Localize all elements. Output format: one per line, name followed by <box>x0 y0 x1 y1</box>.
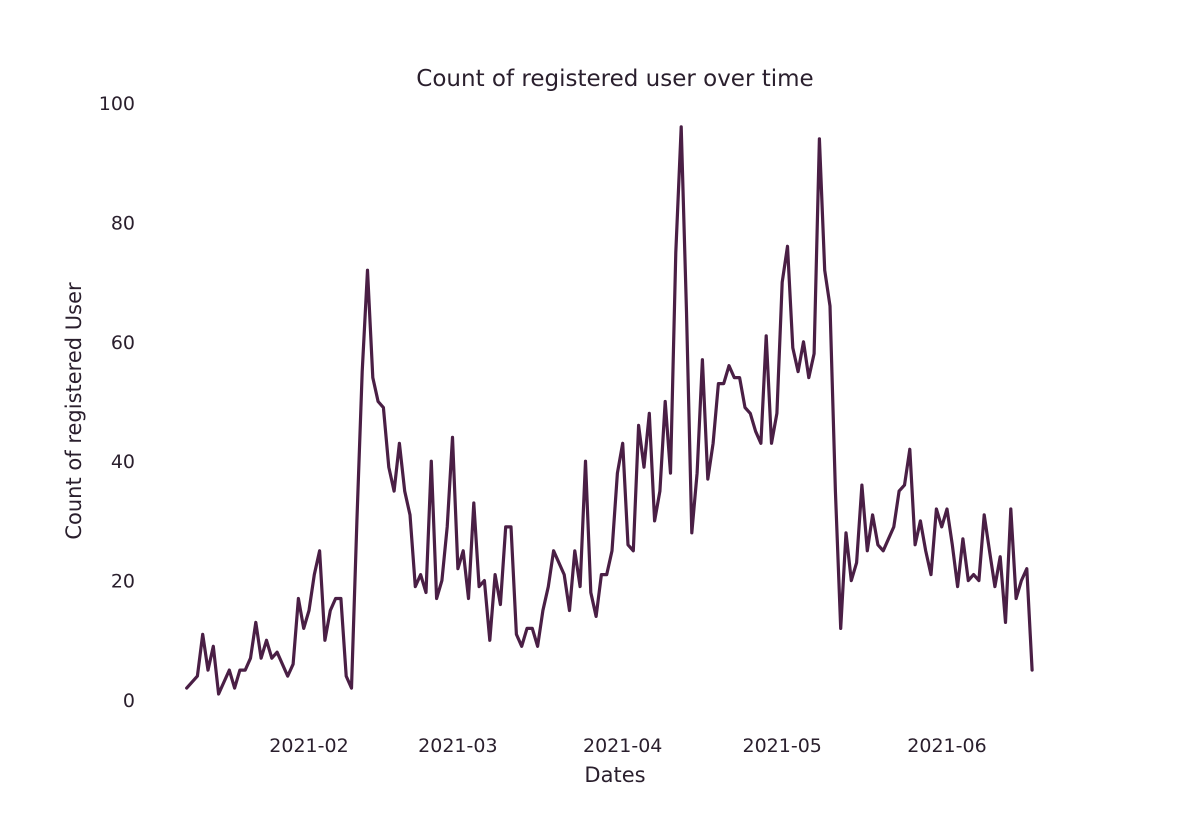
series-layer <box>185 125 1034 696</box>
x-tick-label: 2021-04 <box>583 735 662 757</box>
y-axis-ticks: 0 20 40 60 80 100 <box>99 93 135 712</box>
y-tick-label: 60 <box>111 332 135 354</box>
y-tick-label: 80 <box>111 212 135 234</box>
chart-title: Count of registered user over time <box>416 66 813 92</box>
series-line <box>185 125 1034 696</box>
x-tick-label: 2021-03 <box>418 735 497 757</box>
x-axis-ticks: 2021-02 2021-03 2021-04 2021-05 2021-06 <box>269 735 986 757</box>
x-tick-label: 2021-05 <box>742 735 821 757</box>
y-tick-label: 20 <box>111 571 135 593</box>
y-tick-label: 100 <box>99 93 135 115</box>
x-tick-label: 2021-06 <box>907 735 986 757</box>
y-tick-label: 0 <box>123 690 135 712</box>
x-axis-label: Dates <box>584 763 645 787</box>
y-tick-label: 40 <box>111 451 135 473</box>
x-tick-label: 2021-02 <box>269 735 348 757</box>
y-axis-label: Count of registered User <box>62 282 86 540</box>
